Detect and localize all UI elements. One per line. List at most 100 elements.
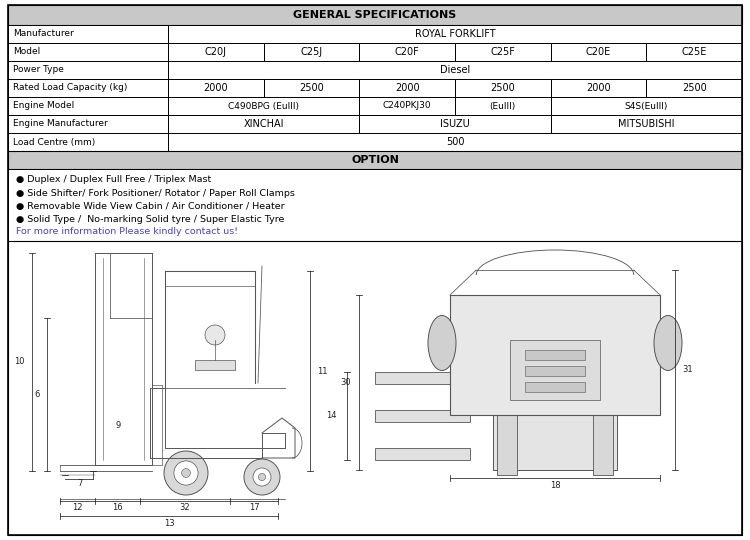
Text: C25F: C25F	[490, 47, 515, 57]
Bar	[8, 115, 168, 133]
Text: OPTION: OPTION	[351, 155, 399, 165]
Bar	[168, 133, 742, 151]
Circle shape	[253, 468, 271, 486]
Text: C240PKJ30: C240PKJ30	[382, 102, 431, 111]
Text: Manufacturer: Manufacturer	[13, 30, 74, 38]
Text: 7: 7	[77, 478, 82, 488]
Text: C20J: C20J	[205, 47, 226, 57]
Bar	[8, 133, 168, 151]
Bar	[359, 43, 455, 61]
Bar	[455, 43, 550, 61]
Circle shape	[244, 459, 280, 495]
Text: 6: 6	[34, 390, 40, 399]
Bar	[550, 43, 646, 61]
Text: C25E: C25E	[682, 47, 706, 57]
Bar	[8, 151, 742, 169]
Text: 12: 12	[72, 503, 82, 512]
Text: C20E: C20E	[586, 47, 611, 57]
Text: XINCHAI: XINCHAI	[244, 119, 284, 129]
Text: 18: 18	[550, 482, 560, 490]
Ellipse shape	[428, 315, 456, 370]
Bar	[646, 43, 742, 61]
Bar	[375, 372, 470, 384]
Bar	[493, 415, 617, 470]
Bar	[550, 97, 742, 115]
Text: For more information Please kindly contact us!: For more information Please kindly conta…	[16, 227, 238, 237]
Bar	[359, 115, 550, 133]
Circle shape	[205, 325, 225, 345]
Text: 11: 11	[317, 367, 328, 375]
Bar	[195, 360, 235, 370]
Text: 10: 10	[14, 357, 25, 367]
Text: 9: 9	[116, 421, 121, 429]
Text: ● Solid Type /  No-marking Solid tyre / Super Elastic Tyre: ● Solid Type / No-marking Solid tyre / S…	[16, 214, 284, 224]
Text: ● Side Shifter/ Fork Positioner/ Rotator / Paper Roll Clamps: ● Side Shifter/ Fork Positioner/ Rotator…	[16, 188, 295, 198]
Text: 2000: 2000	[586, 83, 610, 93]
Bar	[550, 115, 742, 133]
Bar	[8, 43, 168, 61]
Text: Rated Load Capacity (kg): Rated Load Capacity (kg)	[13, 84, 128, 92]
Bar	[450, 295, 660, 415]
Bar	[359, 97, 455, 115]
Text: C490BPG (EuIII): C490BPG (EuIII)	[228, 102, 299, 111]
Text: ROYAL FORKLIFT: ROYAL FORKLIFT	[415, 29, 495, 39]
Bar	[375, 448, 470, 460]
Bar	[510, 340, 600, 400]
Text: 31: 31	[682, 366, 693, 375]
Circle shape	[174, 461, 198, 485]
Text: S4S(EuIII): S4S(EuIII)	[625, 102, 668, 111]
Circle shape	[259, 474, 266, 481]
Bar	[8, 79, 168, 97]
Text: 2000: 2000	[394, 83, 419, 93]
Text: ● Duplex / Duplex Full Free / Triplex Mast: ● Duplex / Duplex Full Free / Triplex Ma…	[16, 176, 211, 185]
Text: C25J: C25J	[301, 47, 322, 57]
Text: GENERAL SPECIFICATIONS: GENERAL SPECIFICATIONS	[293, 10, 457, 20]
Bar	[8, 61, 168, 79]
Bar	[168, 97, 359, 115]
Bar	[375, 410, 470, 422]
Bar	[8, 169, 742, 241]
Bar	[8, 241, 742, 535]
Bar	[455, 97, 550, 115]
Bar	[168, 25, 742, 43]
Text: Load Centre (mm): Load Centre (mm)	[13, 138, 95, 146]
Text: Diesel: Diesel	[440, 65, 470, 75]
Text: ISUZU: ISUZU	[440, 119, 470, 129]
Circle shape	[164, 451, 208, 495]
Text: 16: 16	[112, 503, 123, 512]
Text: 14: 14	[326, 411, 337, 421]
Bar	[264, 43, 359, 61]
Text: Engine Model: Engine Model	[13, 102, 74, 111]
Bar	[168, 61, 742, 79]
Bar	[168, 43, 264, 61]
Text: 13: 13	[164, 518, 174, 528]
Text: 2500: 2500	[299, 83, 324, 93]
Text: 2000: 2000	[203, 83, 228, 93]
Circle shape	[182, 469, 190, 477]
Bar	[168, 115, 359, 133]
Text: Engine Manufacturer: Engine Manufacturer	[13, 119, 108, 129]
Bar	[497, 405, 517, 475]
Text: 32: 32	[180, 503, 190, 512]
Bar	[525, 366, 585, 376]
Text: 2500: 2500	[490, 83, 515, 93]
Text: ● Removable Wide View Cabin / Air Conditioner / Heater: ● Removable Wide View Cabin / Air Condit…	[16, 201, 285, 211]
Text: C20F: C20F	[394, 47, 419, 57]
Bar	[550, 79, 646, 97]
Bar	[8, 25, 168, 43]
Bar	[168, 79, 264, 97]
Bar	[264, 79, 359, 97]
Text: MITSUBISHI: MITSUBISHI	[618, 119, 674, 129]
Bar	[525, 382, 585, 392]
Ellipse shape	[654, 315, 682, 370]
Bar	[646, 79, 742, 97]
Bar	[359, 79, 455, 97]
Text: Model: Model	[13, 48, 40, 57]
Bar	[8, 5, 742, 25]
Text: 30: 30	[340, 378, 351, 387]
Bar	[525, 350, 585, 360]
Bar	[593, 405, 613, 475]
Bar	[455, 79, 550, 97]
Text: 2500: 2500	[682, 83, 706, 93]
Text: 17: 17	[249, 503, 259, 512]
